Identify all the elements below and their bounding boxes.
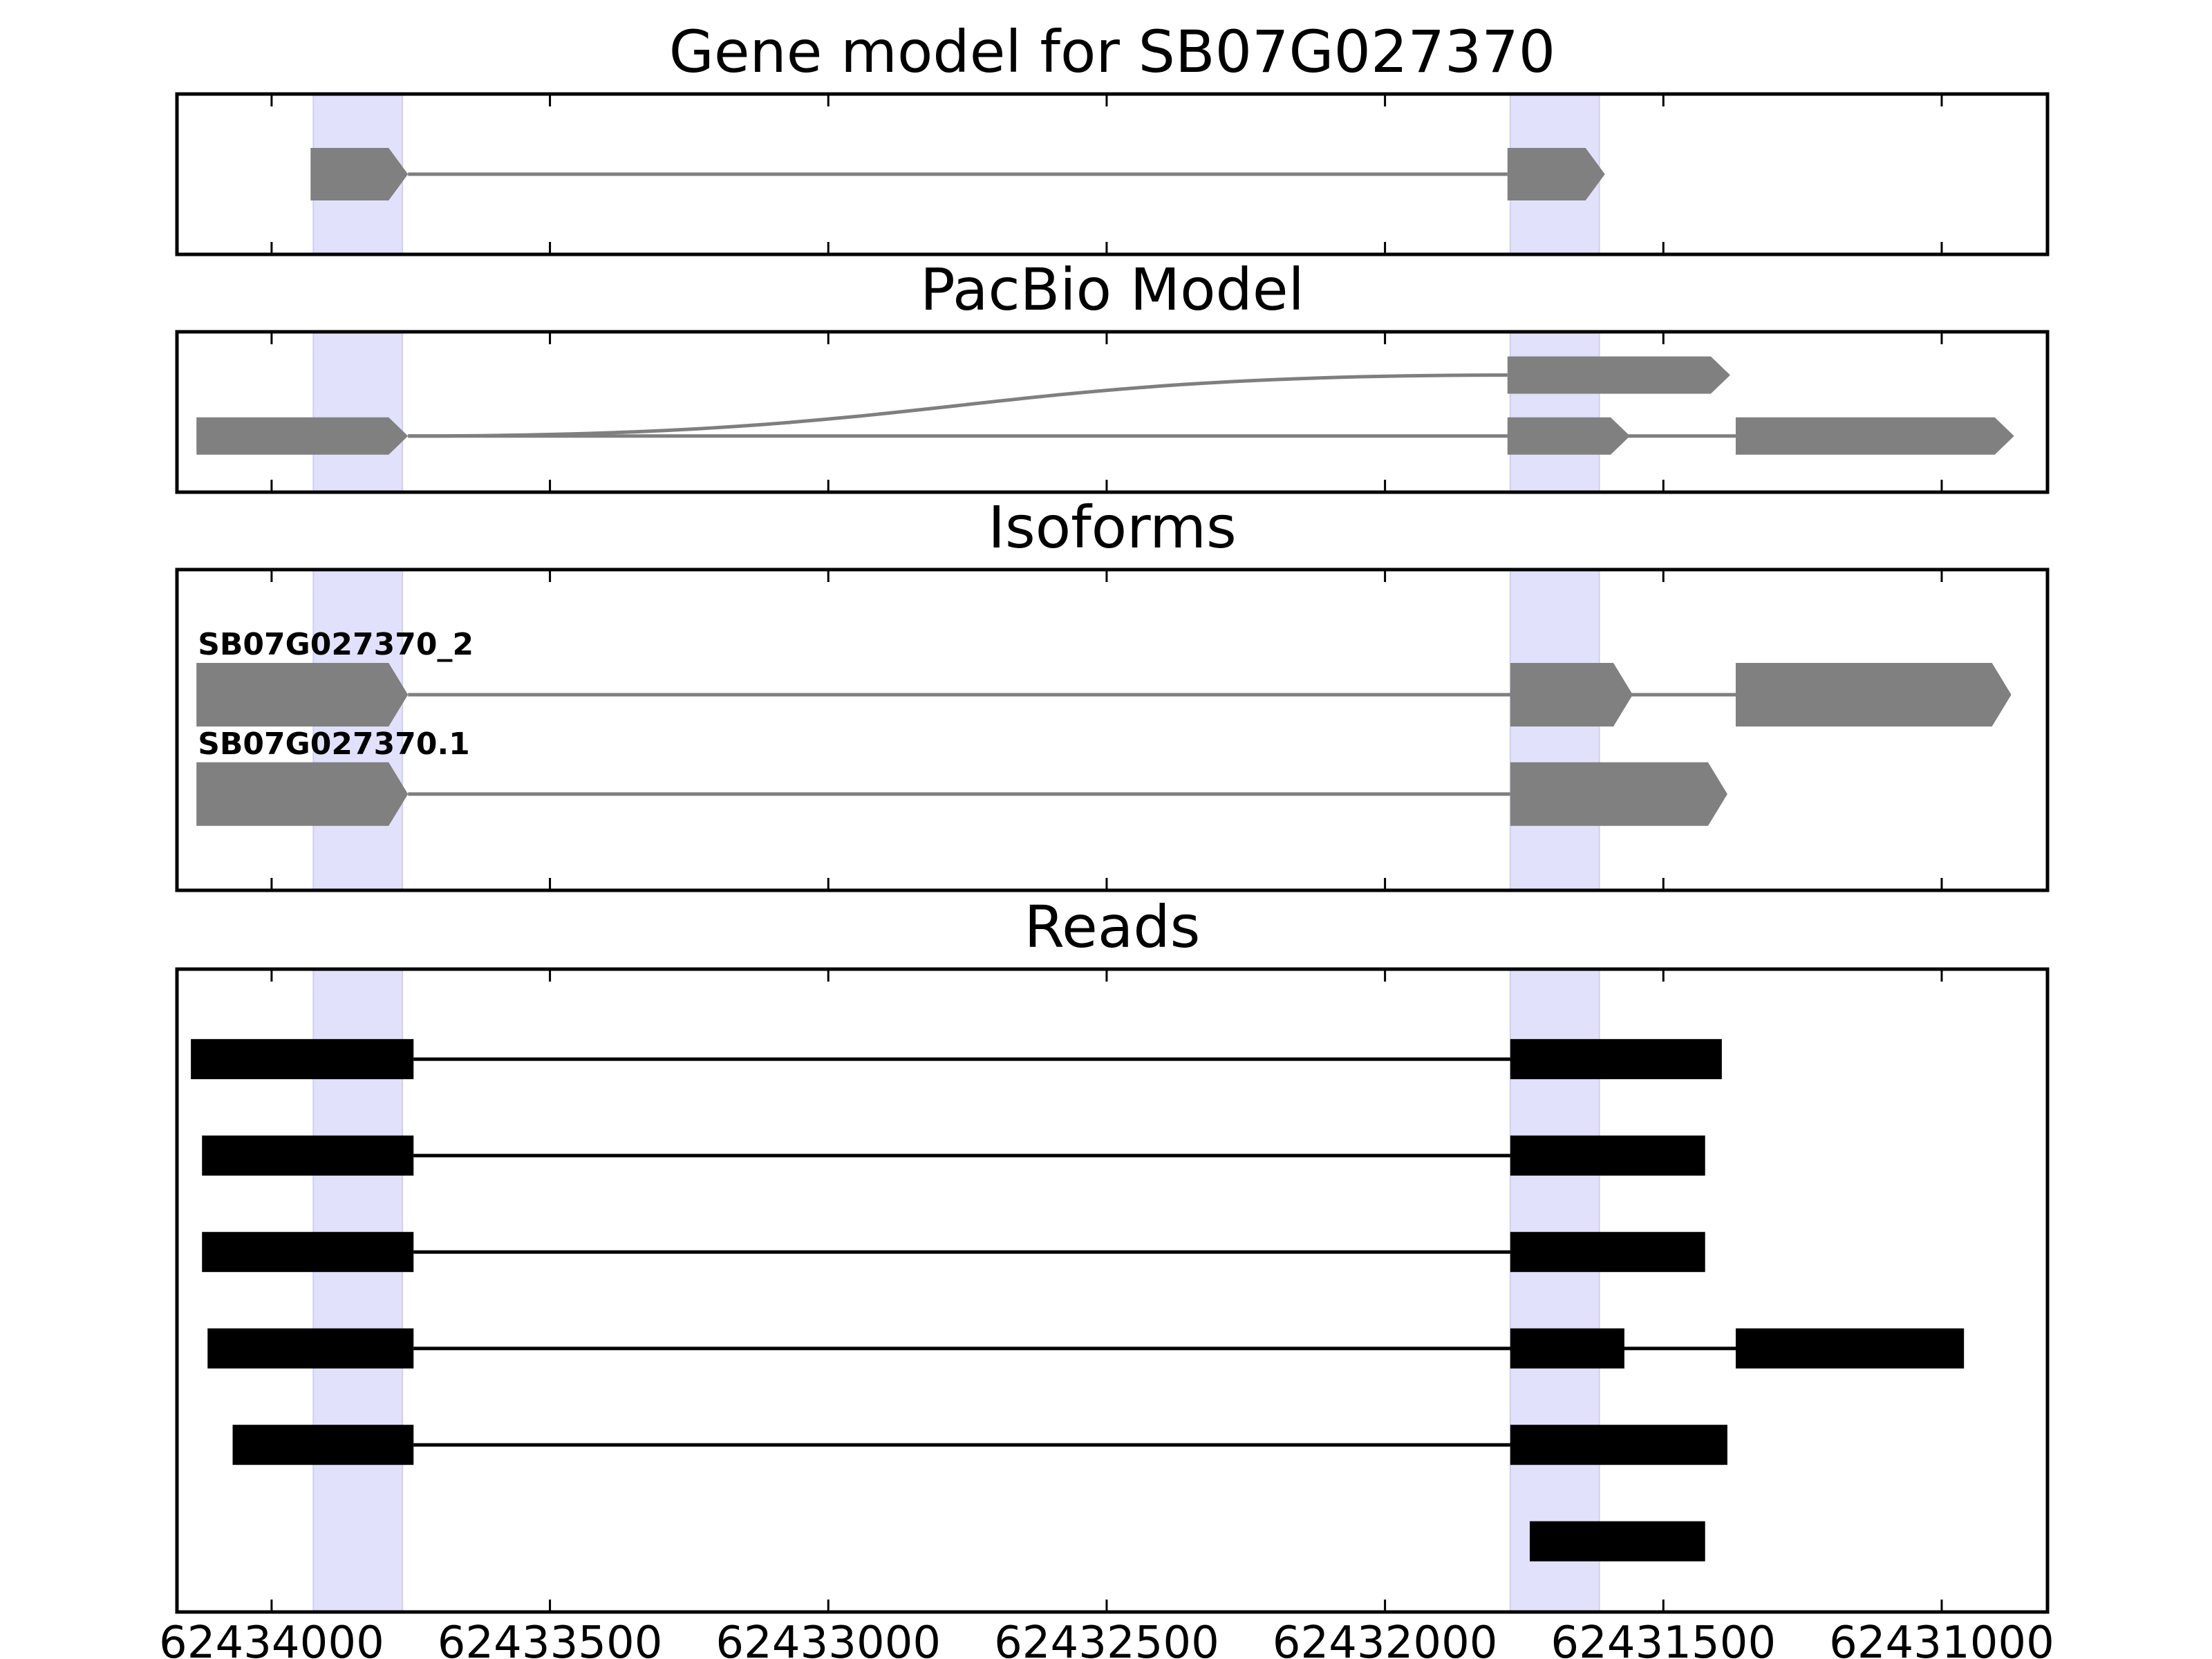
x-tick-label: 62434000 (159, 1618, 384, 1659)
read (202, 1135, 1705, 1176)
x-tick-label: 62433500 (438, 1618, 663, 1659)
exon-block (1736, 662, 2012, 727)
read-block (1510, 1135, 1705, 1176)
exon-block (1507, 417, 1630, 455)
transcript-track (196, 417, 2014, 455)
highlight-region (312, 331, 404, 493)
exon-block (1507, 356, 1730, 394)
panel-title: Reads (1024, 893, 1201, 961)
exon-block (1507, 148, 1605, 200)
read-block (1510, 1425, 1727, 1465)
x-tick-label: 62433000 (715, 1618, 941, 1659)
panel-title: PacBio Model (920, 256, 1304, 324)
read-block (202, 1135, 414, 1176)
transcript-track (196, 662, 2012, 727)
read-block (1510, 1232, 1705, 1273)
transcript-track (196, 762, 1727, 826)
x-tick-label: 62432000 (1273, 1618, 1498, 1659)
read-block (207, 1328, 414, 1369)
read (1530, 1521, 1705, 1562)
read-block (202, 1232, 414, 1273)
highlight-region (312, 569, 404, 891)
x-tick-label: 62432500 (994, 1618, 1219, 1659)
exon-block (196, 762, 409, 826)
panel-frame (175, 92, 2050, 256)
highlight-region (1509, 569, 1600, 891)
read (202, 1232, 1705, 1273)
track-layer (191, 148, 2014, 1562)
exon-block (196, 662, 409, 727)
read-block (1530, 1521, 1705, 1562)
transcript-track (310, 148, 1605, 200)
exon-block (196, 417, 409, 455)
read (232, 1425, 1727, 1465)
highlight-region (1509, 331, 1600, 493)
panel-title: Gene model for SB07G027370 (669, 18, 1555, 86)
isoform-label: SB07G027370_2 (198, 627, 474, 662)
panel-frame (175, 967, 2050, 1614)
read-block (1736, 1328, 1965, 1369)
read (207, 1328, 1965, 1369)
read-block (1510, 1039, 1722, 1080)
panel-title: Isoforms (988, 494, 1237, 561)
frame-layer (175, 92, 2050, 1614)
x-tick-label: 62431500 (1550, 1618, 1776, 1659)
read-block (191, 1039, 414, 1080)
x-tick-label: 62431000 (1829, 1618, 2054, 1659)
exon-block (1736, 417, 2014, 455)
panel-frame (175, 330, 2050, 494)
label-layer: Gene model for SB07G027370 PacBio Model Is… (159, 18, 2054, 1659)
exon-block (1510, 762, 1727, 826)
read-block (232, 1425, 414, 1465)
read (191, 1039, 1722, 1080)
panel-frame (175, 568, 2050, 892)
exon-block (310, 148, 409, 200)
exon-block (1510, 662, 1633, 727)
isoform-label: SB07G027370.1 (198, 727, 470, 762)
read-block (1510, 1328, 1624, 1369)
intron-curve (408, 373, 1508, 438)
transcript-track (408, 356, 1730, 438)
